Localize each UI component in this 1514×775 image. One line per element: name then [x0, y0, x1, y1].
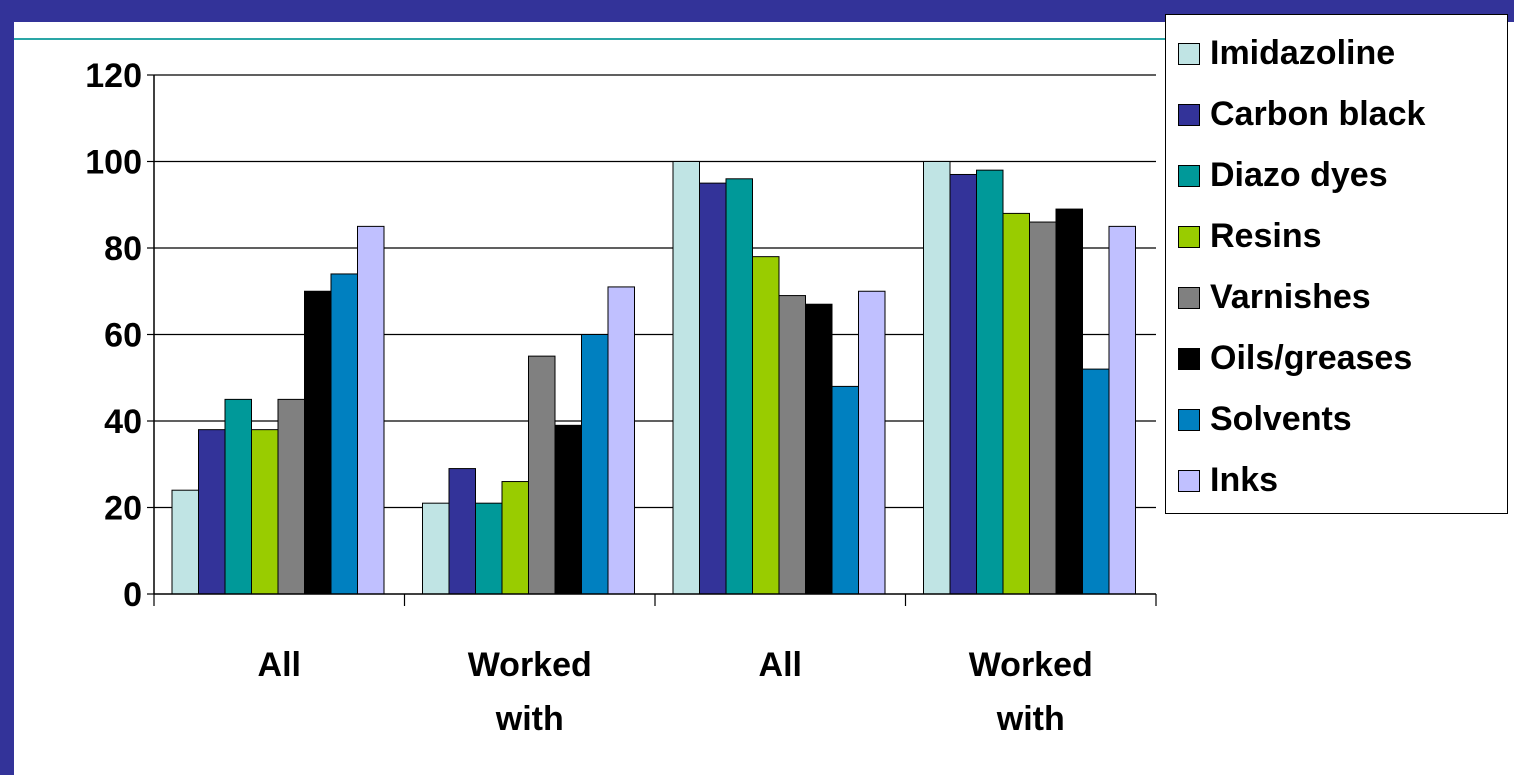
x-category-label: with: [495, 700, 564, 738]
legend-item: Imidazoline: [1166, 23, 1507, 84]
bar-oils-greases-1: [554, 424, 582, 595]
x-category-label: Worked: [969, 646, 1093, 684]
bar-inks-3: [1108, 225, 1136, 595]
bar-diazo-dyes-0: [224, 398, 252, 595]
legend-label: Oils/greases: [1210, 339, 1413, 377]
y-tick-label: 20: [104, 490, 142, 528]
y-tick-label: 120: [85, 57, 142, 95]
legend-swatch: [1178, 408, 1200, 431]
bars: [171, 161, 1136, 595]
bar-carbon-black-0: [198, 429, 226, 595]
bar-carbon-black-2: [699, 182, 727, 595]
bar-inks-1: [607, 286, 635, 595]
bar-imidazoline-0: [171, 489, 199, 595]
legend-label: Imidazoline: [1210, 34, 1396, 72]
bar-diazo-dyes-3: [976, 169, 1004, 595]
x-category-label: with: [996, 700, 1065, 738]
bar-diazo-dyes-1: [475, 502, 503, 595]
y-tick-label: 60: [104, 317, 142, 355]
legend: Imidazoline Carbon black Diazo dyes Resins V…: [1165, 14, 1508, 514]
legend-swatch: [1178, 469, 1200, 492]
bar-imidazoline-2: [672, 161, 700, 595]
legend-swatch: [1178, 225, 1200, 248]
bar-solvents-1: [581, 334, 609, 595]
x-category-label: Worked: [468, 646, 592, 684]
bar-varnishes-2: [778, 295, 806, 595]
bar-solvents-2: [831, 385, 859, 595]
legend-swatch: [1178, 286, 1200, 309]
legend-swatch: [1178, 164, 1200, 187]
legend-item: Inks: [1166, 450, 1507, 511]
y-tick-label: 0: [123, 576, 142, 614]
legend-label: Solvents: [1210, 400, 1352, 438]
bar-solvents-3: [1082, 368, 1110, 595]
slide-frame-left: [0, 0, 14, 775]
bar-inks-0: [357, 225, 385, 595]
legend-item: Varnishes: [1166, 267, 1507, 328]
legend-swatch: [1178, 347, 1200, 370]
legend-label: Inks: [1210, 461, 1279, 499]
bar-imidazoline-1: [422, 502, 450, 595]
legend-label: Resins: [1210, 217, 1322, 255]
bar-carbon-black-1: [448, 468, 476, 595]
slide-frame-top: [0, 0, 1514, 22]
y-tick-label: 100: [85, 144, 142, 182]
bar-resins-2: [752, 256, 780, 595]
legend-item: Oils/greases: [1166, 328, 1507, 389]
bar-imidazoline-3: [923, 161, 951, 595]
y-tick-label: 40: [104, 403, 142, 441]
bar-resins-3: [1002, 212, 1030, 595]
legend-swatch: [1178, 103, 1200, 126]
legend-swatch: [1178, 42, 1200, 65]
bar-diazo-dyes-2: [725, 178, 753, 595]
y-tick-label: 80: [104, 230, 142, 268]
bar-oils-greases-2: [805, 303, 833, 595]
bar-varnishes-0: [277, 398, 305, 595]
bar-oils-greases-0: [304, 290, 332, 595]
x-category-label: All: [258, 646, 301, 684]
legend-label: Varnishes: [1210, 278, 1371, 316]
legend-label: Carbon black: [1210, 95, 1426, 133]
bar-varnishes-3: [1029, 221, 1057, 595]
bar-inks-2: [858, 290, 886, 595]
bar-resins-1: [501, 481, 529, 595]
legend-item: Carbon black: [1166, 84, 1507, 145]
bar-oils-greases-3: [1055, 208, 1083, 595]
legend-item: Solvents: [1166, 389, 1507, 450]
legend-item: Resins: [1166, 206, 1507, 267]
axes: [147, 74, 1157, 606]
slide-accent-line: [14, 38, 1442, 40]
bar-solvents-0: [330, 273, 358, 595]
bar-carbon-black-3: [949, 173, 977, 595]
x-category-label: All: [759, 646, 802, 684]
legend-item: Diazo dyes: [1166, 145, 1507, 206]
legend-label: Diazo dyes: [1210, 156, 1388, 194]
bar-varnishes-1: [528, 355, 556, 595]
bar-resins-0: [251, 429, 279, 595]
y-tick-labels: 0 20 40 60 80 100 120: [85, 57, 142, 614]
x-category-labels: All Worked with All Worked with: [258, 646, 1093, 738]
